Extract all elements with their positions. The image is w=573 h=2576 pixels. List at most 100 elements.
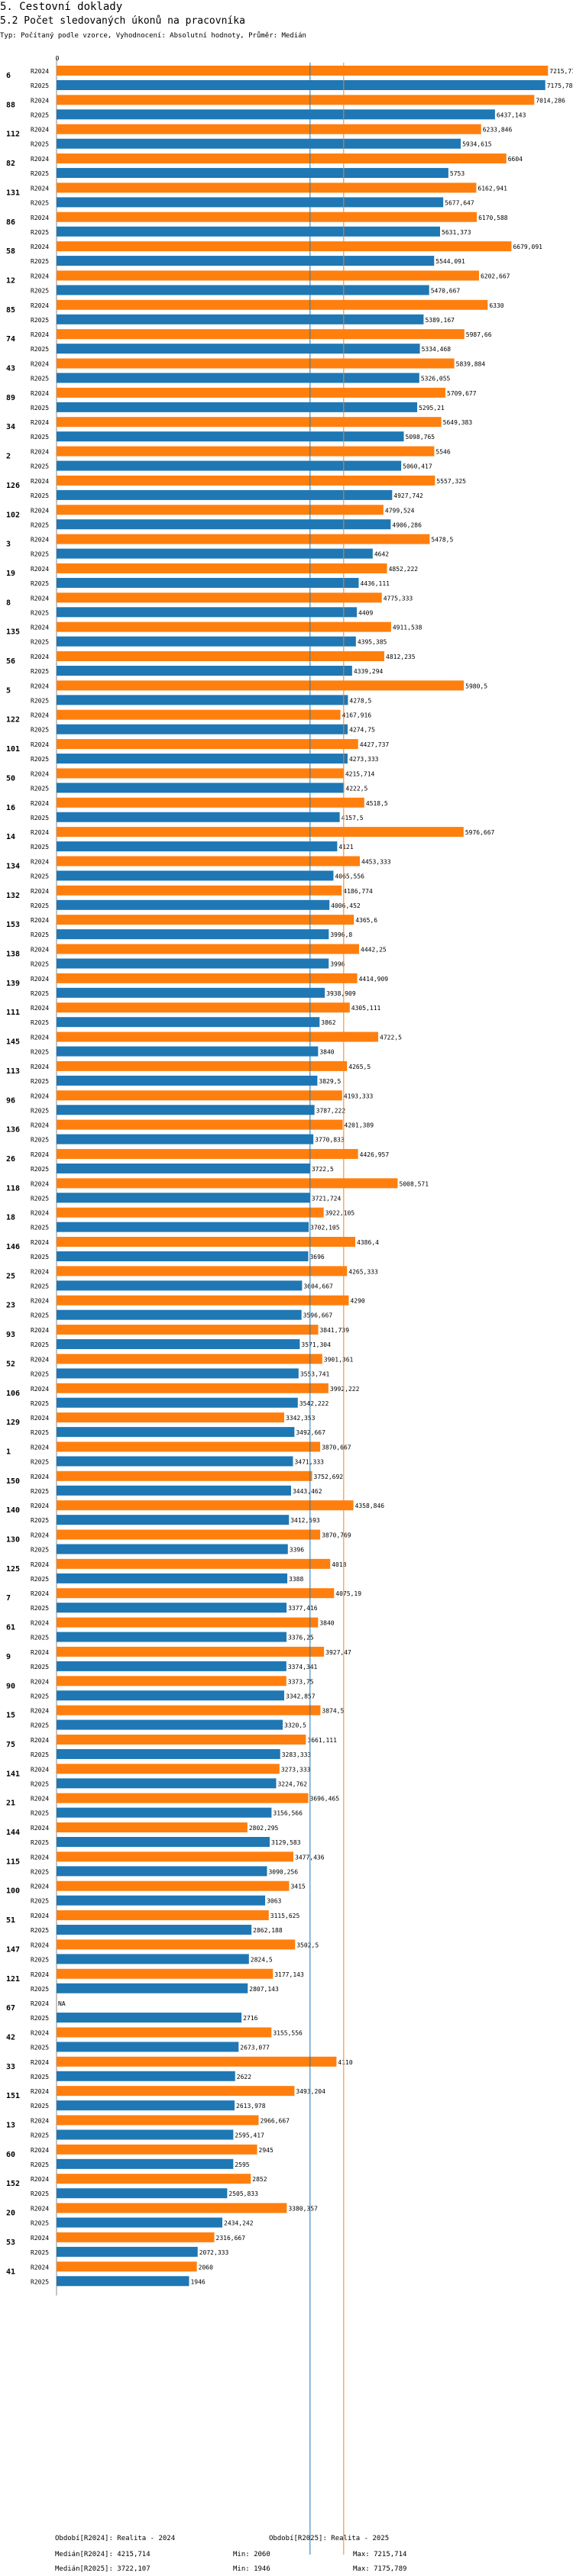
series-label-2025: R2025	[31, 639, 49, 646]
series-label-2024: R2024	[31, 595, 49, 602]
series-label-2024: R2024	[31, 478, 49, 485]
series-label-2024: R2024	[31, 1035, 49, 1041]
series-label-2024: R2024	[31, 829, 49, 836]
bar-2025	[57, 2129, 234, 2140]
category-label: 21	[6, 1800, 15, 1808]
value-label-2024: 4075,19	[335, 1590, 361, 1597]
value-label-2024: 7215,714	[549, 68, 573, 75]
bar-2025	[57, 1544, 288, 1554]
value-label-2025: 4222,5	[345, 785, 367, 792]
value-label-2025: 4395,385	[358, 639, 387, 646]
bar-2024	[57, 270, 479, 281]
bar-2025	[57, 256, 435, 266]
series-label-2024: R2024	[31, 1942, 49, 1948]
category-label: 19	[6, 570, 15, 578]
series-label-2025: R2025	[31, 756, 49, 763]
bar-2024	[57, 1968, 274, 1979]
series-label-2025: R2025	[31, 1956, 49, 1963]
value-label-2025: 1946	[190, 2278, 205, 2285]
value-label-2025: 3702,105	[310, 1225, 340, 1232]
value-label-2025: 4157,5	[342, 815, 364, 822]
legend-period-2025: Období[R2025]: Realita - 2025	[269, 2535, 390, 2542]
bar-2025	[57, 1456, 293, 1467]
series-label-2025: R2025	[31, 463, 49, 470]
series-label-2025: R2025	[31, 434, 49, 441]
bar-2024	[57, 2203, 287, 2213]
category-label: 6	[6, 72, 11, 80]
bar-2025	[57, 2013, 242, 2023]
series-label-2024: R2024	[31, 2118, 49, 2125]
value-label-2024: 4167,916	[342, 712, 372, 719]
bar-2025	[57, 1603, 287, 1613]
value-label-2024: 4414,909	[359, 976, 389, 983]
bar-2024	[57, 1295, 349, 1306]
series-label-2024: R2024	[31, 1620, 49, 1627]
series-label-2024: R2024	[31, 1180, 49, 1187]
category-label: 140	[6, 1506, 20, 1515]
series-label-2024: R2024	[31, 566, 49, 573]
series-label-2025: R2025	[31, 492, 49, 499]
chart-subtitle: Typ: Počítaný podle vzorce, Vyhodnocení:…	[0, 32, 306, 40]
series-label-2024: R2024	[31, 1151, 49, 1158]
category-label: 122	[6, 716, 20, 725]
bar-2024	[57, 739, 358, 750]
category-label: 42	[6, 2033, 15, 2042]
series-label-2025: R2025	[31, 1751, 49, 1758]
category-label: 118	[6, 1184, 20, 1193]
category-label: 26	[6, 1155, 15, 1164]
value-label-2025: 3787,222	[316, 1107, 346, 1114]
bar-2025	[57, 754, 348, 764]
category-label: 15	[6, 1712, 15, 1720]
category-label: 86	[6, 218, 15, 227]
series-label-2024: R2024	[31, 1854, 49, 1861]
bar-2024	[57, 2027, 272, 2038]
value-label-2024: 4018	[332, 1561, 346, 1568]
value-label-2025: 3721,724	[312, 1195, 342, 1202]
value-label-2025: 3553,741	[300, 1370, 330, 1377]
value-label-2025: 5544,091	[435, 258, 465, 265]
bar-2025	[57, 1163, 310, 1173]
bar-2025	[57, 1632, 286, 1642]
value-label-2024: 3841,739	[319, 1327, 349, 1334]
series-label-2025: R2025	[31, 1839, 49, 1846]
series-label-2025: R2025	[31, 141, 49, 148]
bar-2024	[57, 1325, 319, 1335]
category-label: 7	[6, 1594, 11, 1603]
value-label-2024: 4215,714	[345, 770, 375, 777]
series-label-2024: R2024	[31, 185, 49, 192]
value-label-2024: 4453,333	[361, 858, 391, 865]
value-label-2024: 3922,105	[325, 1210, 355, 1217]
bar-2024	[57, 1002, 350, 1013]
bar-2024	[57, 2232, 215, 2242]
category-label: 131	[6, 189, 20, 197]
value-label-2024: 7014,286	[536, 97, 565, 104]
value-label-2024: 6679,091	[513, 244, 542, 250]
category-label: 75	[6, 1741, 15, 1749]
value-label-2025: 2622	[237, 2074, 251, 2080]
value-label-2025: 2673,077	[240, 2044, 270, 2051]
value-label-2024: 3155,556	[273, 2029, 303, 2036]
value-label-2024: 6330	[489, 302, 503, 309]
value-label-2025: 2613,978	[236, 2103, 266, 2110]
bar-2025	[57, 1837, 270, 1847]
bar-2024	[57, 680, 465, 691]
series-label-2024: R2024	[31, 1210, 49, 1217]
bar-2025	[57, 1895, 266, 1906]
category-label: 115	[6, 1858, 20, 1866]
bar-2025	[57, 1017, 320, 1028]
series-label-2024: R2024	[31, 244, 49, 250]
series-label-2024: R2024	[31, 361, 49, 368]
value-label-2025: 3376,25	[288, 1635, 314, 1641]
value-label-2025: 3412,593	[290, 1517, 320, 1524]
series-label-2025: R2025	[31, 1488, 49, 1495]
value-label-2025: 3156,566	[273, 1810, 303, 1817]
category-label: 2	[6, 453, 11, 461]
series-label-2025: R2025	[31, 609, 49, 616]
bar-2025	[57, 636, 356, 647]
category-label: 25	[6, 1272, 15, 1280]
value-label-2025: 3996	[330, 961, 345, 968]
bar-2024	[57, 387, 446, 398]
series-label-2024: R2024	[31, 68, 49, 75]
category-label: 146	[6, 1243, 20, 1251]
category-label: 126	[6, 482, 20, 490]
